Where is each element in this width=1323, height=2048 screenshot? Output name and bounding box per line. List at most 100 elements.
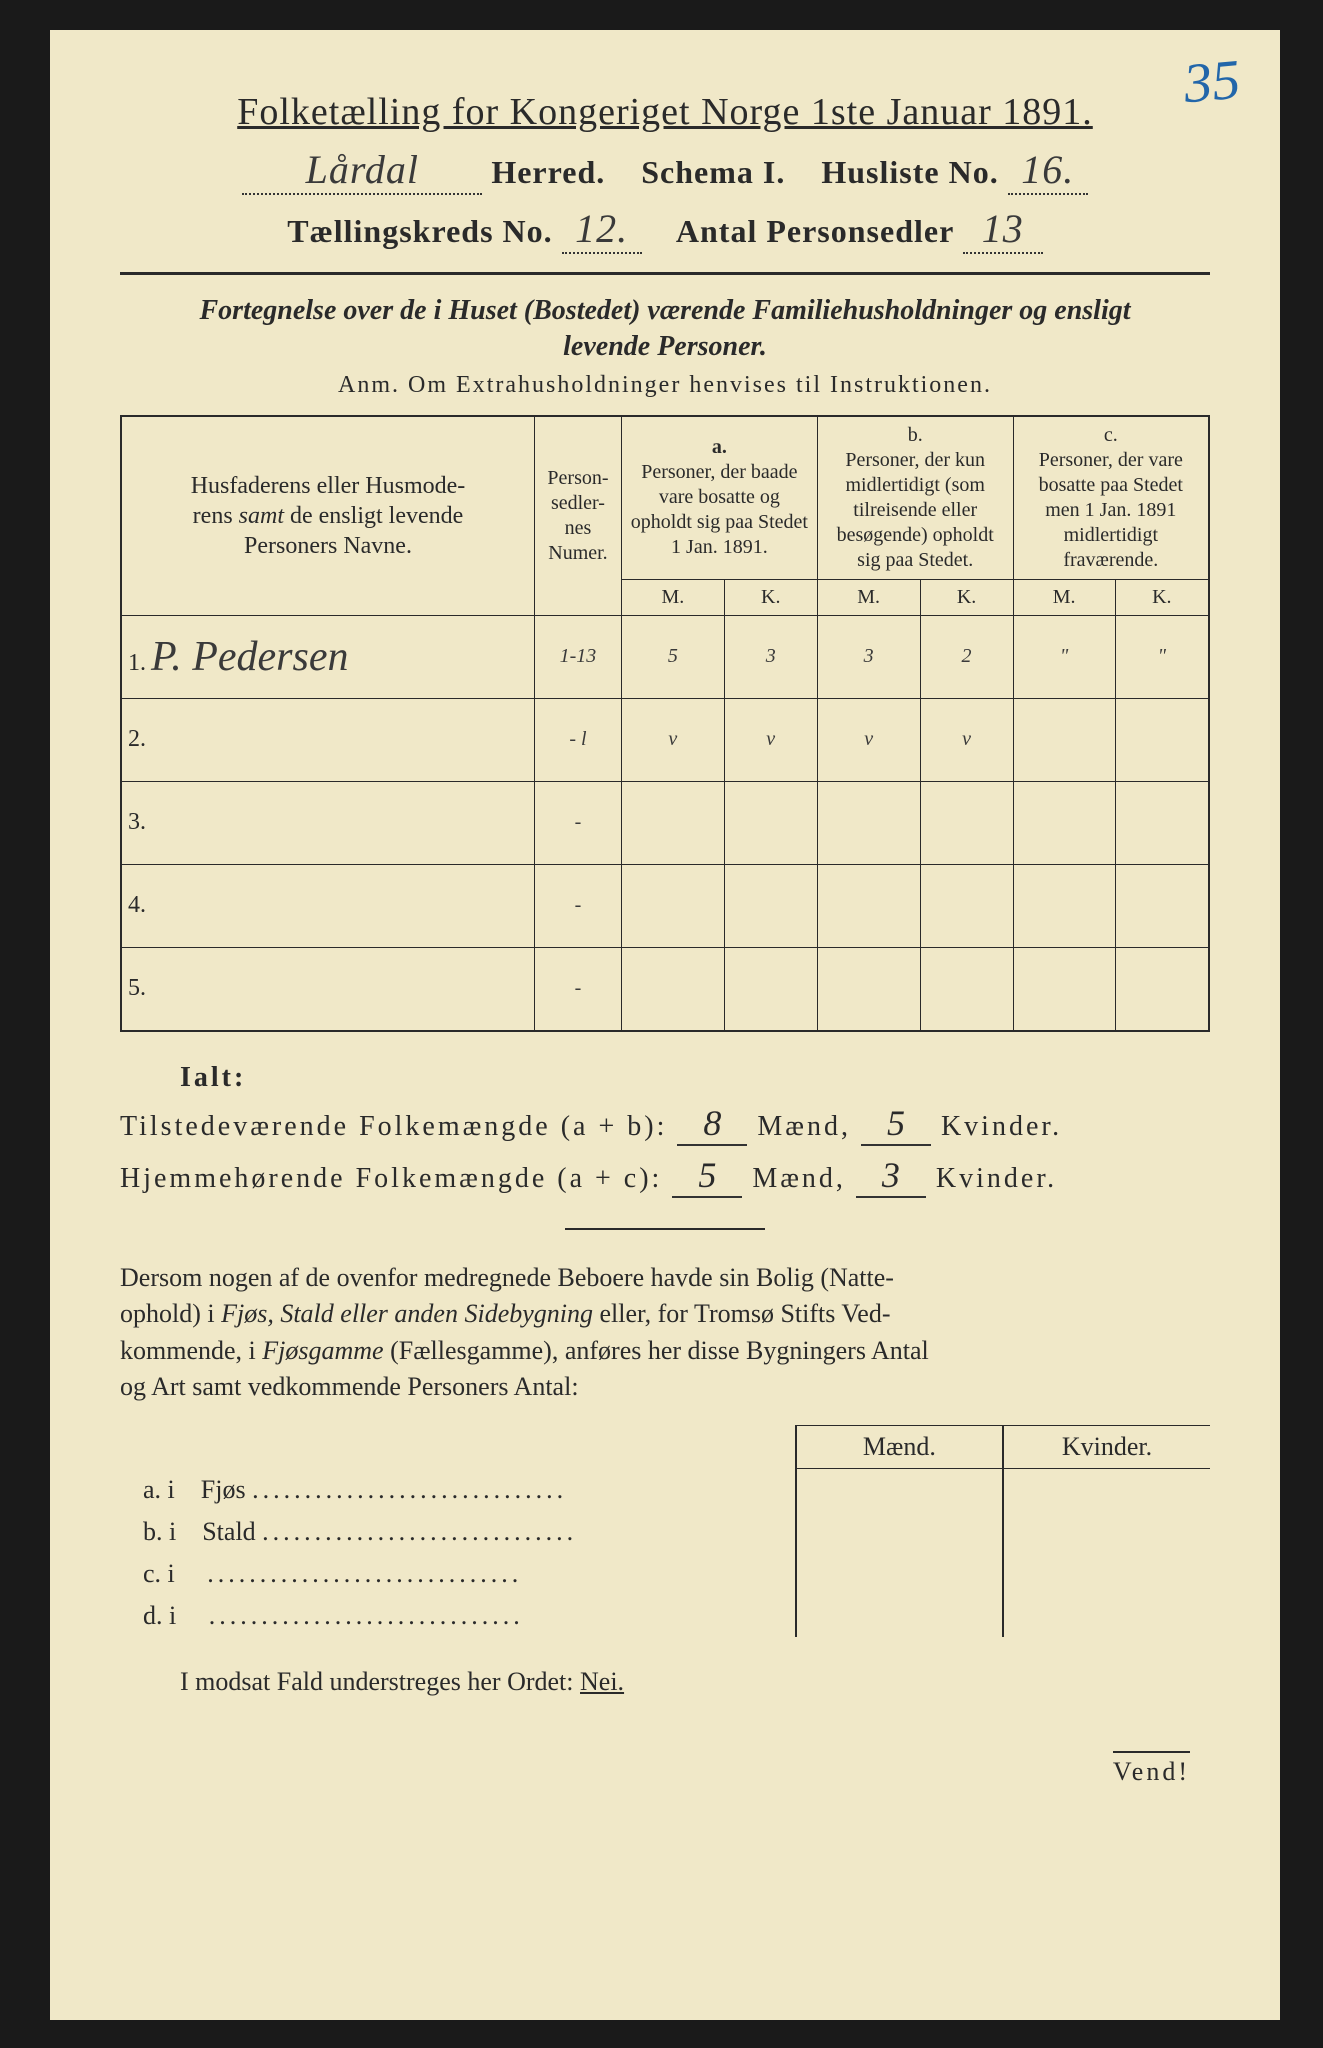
herred-value: Lårdal	[242, 146, 482, 195]
col-a-k: K.	[724, 579, 817, 615]
tilstede-k: 5	[861, 1102, 931, 1146]
sidebygning-table: Mænd. Kvinder. a. i Fjøs ...............…	[120, 1425, 1210, 1637]
row-seq: -	[534, 864, 621, 947]
table-row: 5.-	[121, 947, 1209, 1031]
husliste-value: 16.	[1008, 146, 1088, 195]
col-c-header: c. Personer, der vare bosatte paa Stedet…	[1013, 416, 1209, 580]
hjemme-line: Hjemmehørende Folkemængde (a + c): 5 Mæn…	[120, 1154, 1210, 1198]
row-b-k	[920, 781, 1013, 864]
ialt-label: Ialt:	[180, 1062, 1210, 1094]
row-seq: -	[534, 781, 621, 864]
col-c-k: K.	[1115, 579, 1209, 615]
row-name: 2.	[121, 698, 534, 781]
header-line-2: Lårdal Herred. Schema I. Husliste No. 16…	[120, 146, 1210, 195]
row-a-k	[724, 864, 817, 947]
row-b-k: 2	[920, 615, 1013, 698]
row-c-k	[1115, 947, 1209, 1031]
totals-block: Ialt: Tilstedeværende Folkemængde (a + b…	[120, 1062, 1210, 1198]
herred-label: Herred.	[491, 154, 605, 190]
header-line-3: Tællingskreds No. 12. Antal Personsedler…	[120, 205, 1210, 254]
personsedler-label: Antal Personsedler	[676, 213, 954, 249]
side-row-k	[1003, 1595, 1210, 1637]
col-name-header: Husfaderens eller Husmode-rens samt de e…	[121, 416, 534, 616]
row-name: 3.	[121, 781, 534, 864]
household-table: Husfaderens eller Husmode-rens samt de e…	[120, 415, 1210, 1032]
table-row: 2.- lvvvv	[121, 698, 1209, 781]
tilstede-line: Tilstedeværende Folkemængde (a + b): 8 M…	[120, 1102, 1210, 1146]
row-c-m	[1013, 781, 1115, 864]
side-row-m	[796, 1553, 1003, 1595]
row-b-k: v	[920, 698, 1013, 781]
row-a-m	[621, 781, 724, 864]
side-row: d. i ..............................	[120, 1595, 1210, 1637]
row-seq: -	[534, 947, 621, 1031]
side-row-k	[1003, 1511, 1210, 1553]
col-b-k: K.	[920, 579, 1013, 615]
side-row-k	[1003, 1553, 1210, 1595]
row-name: 4.	[121, 864, 534, 947]
row-a-m: 5	[621, 615, 724, 698]
census-form-page: 35 Folketælling for Kongeriget Norge 1st…	[50, 30, 1280, 2020]
row-c-m	[1013, 698, 1115, 781]
nei-word: Nei.	[580, 1667, 624, 1696]
row-a-k	[724, 781, 817, 864]
row-name: 1. P. Pedersen	[121, 615, 534, 698]
row-c-k	[1115, 781, 1209, 864]
personsedler-value: 13	[963, 205, 1043, 254]
kreds-value: 12.	[562, 205, 642, 254]
side-head-k: Kvinder.	[1003, 1426, 1210, 1469]
side-head-m: Mænd.	[796, 1426, 1003, 1469]
table-row: 1. P. Pedersen1-135332""	[121, 615, 1209, 698]
side-row: b. i Stald .............................…	[120, 1511, 1210, 1553]
col-b-header: b. Personer, der kun midlertidigt (som t…	[817, 416, 1013, 580]
row-seq: - l	[534, 698, 621, 781]
row-b-m: v	[817, 698, 920, 781]
side-row-m	[796, 1511, 1003, 1553]
row-a-k	[724, 947, 817, 1031]
row-c-k: "	[1115, 615, 1209, 698]
row-a-m: v	[621, 698, 724, 781]
sidebygning-paragraph: Dersom nogen af de ovenfor medregnede Be…	[120, 1260, 1210, 1406]
subtitle: Fortegnelse over de i Huset (Bostedet) v…	[120, 293, 1210, 366]
row-c-k	[1115, 864, 1209, 947]
col-c-m: M.	[1013, 579, 1115, 615]
kreds-label: Tællingskreds No.	[287, 213, 552, 249]
row-a-m	[621, 864, 724, 947]
tilstede-m: 8	[677, 1102, 747, 1146]
row-b-m: 3	[817, 615, 920, 698]
page-number-annotation: 35	[1181, 48, 1242, 117]
row-a-k: v	[724, 698, 817, 781]
row-a-m	[621, 947, 724, 1031]
side-row-m	[796, 1469, 1003, 1512]
husliste-label: Husliste No.	[821, 154, 998, 190]
side-row-label: d. i ..............................	[120, 1595, 796, 1637]
vend-label: Vend!	[120, 1757, 1210, 1787]
side-row: c. i ..............................	[120, 1553, 1210, 1595]
row-c-m	[1013, 947, 1115, 1031]
row-a-k: 3	[724, 615, 817, 698]
row-name: 5.	[121, 947, 534, 1031]
col-a-m: M.	[621, 579, 724, 615]
table-row: 4.-	[121, 864, 1209, 947]
side-row-label: a. i Fjøs ..............................	[120, 1469, 796, 1512]
row-b-m	[817, 864, 920, 947]
row-c-k	[1115, 698, 1209, 781]
side-row-k	[1003, 1469, 1210, 1512]
col-a-header: a. Personer, der baade vare bosatte og o…	[621, 416, 817, 580]
short-divider	[565, 1228, 765, 1230]
row-b-k	[920, 947, 1013, 1031]
form-title: Folketælling for Kongeriget Norge 1ste J…	[120, 90, 1210, 134]
schema-label: Schema I.	[641, 154, 785, 190]
hjemme-k: 3	[856, 1154, 926, 1198]
hjemme-m: 5	[672, 1154, 742, 1198]
row-c-m	[1013, 864, 1115, 947]
row-b-k	[920, 864, 1013, 947]
table-row: 3.-	[121, 781, 1209, 864]
side-row-m	[796, 1595, 1003, 1637]
row-c-m: "	[1013, 615, 1115, 698]
side-row-label: c. i ..............................	[120, 1553, 796, 1595]
anm-note: Anm. Om Extrahusholdninger henvises til …	[120, 372, 1210, 399]
side-row: a. i Fjøs ..............................	[120, 1469, 1210, 1512]
row-b-m	[817, 781, 920, 864]
row-seq: 1-13	[534, 615, 621, 698]
